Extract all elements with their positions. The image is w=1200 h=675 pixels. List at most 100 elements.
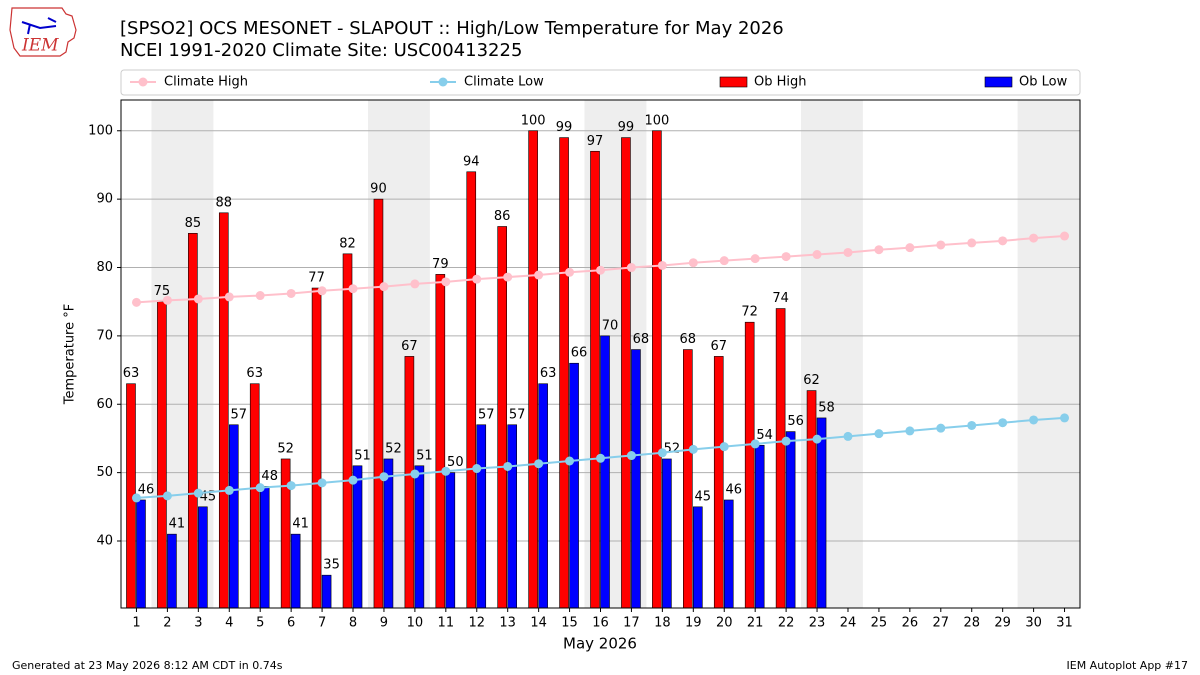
point bbox=[843, 431, 853, 441]
value-label: 50 bbox=[447, 455, 464, 470]
point bbox=[1029, 415, 1039, 425]
bar bbox=[218, 212, 229, 609]
plot-frame bbox=[120, 99, 1081, 609]
bar bbox=[497, 226, 507, 609]
bar bbox=[816, 417, 827, 609]
logo-outline bbox=[9, 7, 77, 57]
point bbox=[688, 444, 698, 454]
point bbox=[224, 292, 234, 302]
point bbox=[998, 418, 1008, 428]
x-tick-label: 25 bbox=[871, 616, 888, 631]
bar bbox=[754, 444, 765, 609]
bar bbox=[683, 349, 693, 609]
x-tick-label: 26 bbox=[902, 616, 919, 631]
point bbox=[967, 420, 977, 430]
bar bbox=[136, 499, 146, 609]
point bbox=[193, 294, 203, 304]
point bbox=[998, 236, 1008, 246]
chart-subtitle: NCEI 1991-2020 Climate Site: USC00413225 bbox=[120, 40, 522, 61]
value-label: 51 bbox=[416, 448, 433, 463]
bar bbox=[167, 533, 177, 609]
y-axis-label: Temperature °F bbox=[63, 304, 78, 405]
point bbox=[441, 466, 451, 476]
value-label: 41 bbox=[292, 517, 309, 532]
x-tick-label: 15 bbox=[561, 616, 578, 631]
x-tick-label: 1 bbox=[132, 616, 140, 631]
value-label: 52 bbox=[385, 441, 402, 456]
point bbox=[565, 267, 575, 277]
x-tick-label: 17 bbox=[623, 616, 640, 631]
value-label: 54 bbox=[756, 428, 773, 443]
y-tick-label: 70 bbox=[96, 328, 113, 343]
value-label: 75 bbox=[154, 284, 171, 299]
bar bbox=[311, 287, 322, 609]
point bbox=[812, 434, 822, 444]
x-tick-label: 31 bbox=[1056, 616, 1073, 631]
value-label: 41 bbox=[169, 517, 186, 532]
x-tick-label: 2 bbox=[163, 616, 171, 631]
point bbox=[317, 286, 327, 296]
x-tick-label: 4 bbox=[225, 616, 233, 631]
point bbox=[874, 429, 884, 439]
value-label: 79 bbox=[432, 257, 449, 272]
value-label: 57 bbox=[478, 407, 495, 422]
value-label: 57 bbox=[509, 407, 526, 422]
y-tick-label: 80 bbox=[96, 260, 113, 275]
point bbox=[348, 475, 358, 485]
x-tick-label: 21 bbox=[747, 616, 764, 631]
point bbox=[967, 238, 977, 248]
logo: IEM bbox=[9, 7, 77, 57]
x-tick-label: 29 bbox=[994, 616, 1011, 631]
bar bbox=[445, 472, 456, 609]
point bbox=[224, 485, 234, 495]
value-label: 35 bbox=[323, 558, 340, 573]
value-label: 90 bbox=[370, 182, 387, 197]
bar bbox=[373, 198, 384, 609]
bar bbox=[538, 383, 548, 609]
point bbox=[1060, 231, 1070, 241]
logo-text: IEM bbox=[21, 36, 59, 56]
bar bbox=[559, 137, 569, 609]
point bbox=[534, 459, 544, 469]
value-label: 66 bbox=[571, 346, 588, 361]
bar bbox=[188, 233, 198, 609]
value-label: 56 bbox=[787, 414, 804, 429]
point bbox=[812, 250, 822, 260]
bar bbox=[507, 424, 517, 609]
point bbox=[472, 274, 482, 284]
x-tick-label: 7 bbox=[318, 616, 326, 631]
point bbox=[410, 469, 420, 479]
bar bbox=[198, 506, 208, 609]
value-label: 70 bbox=[602, 318, 619, 333]
x-tick-label: 28 bbox=[963, 616, 980, 631]
point bbox=[596, 453, 605, 463]
bar bbox=[785, 431, 796, 609]
value-label: 48 bbox=[261, 469, 278, 484]
point bbox=[936, 240, 946, 250]
point bbox=[410, 279, 420, 289]
value-label: 82 bbox=[339, 236, 356, 251]
value-label: 68 bbox=[633, 332, 650, 347]
value-label: 45 bbox=[695, 489, 712, 504]
bar bbox=[775, 308, 786, 609]
value-label: 52 bbox=[277, 441, 294, 456]
legend-label: Climate Low bbox=[464, 75, 544, 90]
value-label: 72 bbox=[741, 305, 758, 320]
bar bbox=[435, 274, 446, 609]
value-label: 86 bbox=[494, 209, 511, 224]
legend-swatch bbox=[719, 76, 748, 88]
bar bbox=[259, 485, 270, 609]
x-axis-label: May 2026 bbox=[563, 635, 637, 653]
value-label: 63 bbox=[246, 366, 263, 381]
point bbox=[317, 478, 327, 488]
value-label: 67 bbox=[710, 339, 727, 354]
x-tick-label: 13 bbox=[499, 616, 516, 631]
point bbox=[379, 282, 389, 292]
value-label: 99 bbox=[556, 120, 573, 135]
footer-left: Generated at 23 May 2026 8:12 AM CDT in … bbox=[12, 659, 283, 672]
point bbox=[348, 284, 358, 294]
point bbox=[565, 456, 575, 466]
y-tick-label: 100 bbox=[88, 123, 113, 138]
point bbox=[843, 247, 853, 257]
